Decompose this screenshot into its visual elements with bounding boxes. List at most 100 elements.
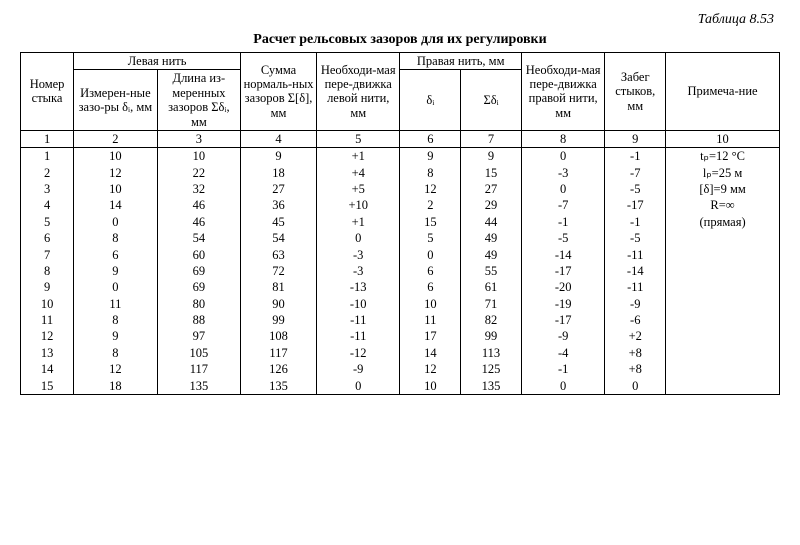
- data-cell: 11: [74, 296, 157, 312]
- data-cell: 135: [461, 378, 522, 395]
- data-cell: 44: [461, 214, 522, 230]
- data-cell: 99: [241, 312, 317, 328]
- data-cell: 46: [157, 197, 240, 213]
- data-cell: 69: [157, 263, 240, 279]
- table-row: 906981-13661-20-11: [21, 279, 780, 295]
- data-cell: -19: [521, 296, 604, 312]
- data-cell: -13: [316, 279, 399, 295]
- data-cell: -7: [521, 197, 604, 213]
- data-cell: 4: [21, 197, 74, 213]
- data-cell: 36: [241, 197, 317, 213]
- data-cell: 9: [461, 148, 522, 165]
- data-cell: 10: [21, 296, 74, 312]
- data-cell: 60: [157, 247, 240, 263]
- data-cell: 27: [461, 181, 522, 197]
- data-cell: -12: [316, 345, 399, 361]
- data-cell: 8: [400, 165, 461, 181]
- data-cell: 97: [157, 328, 240, 344]
- col-number: 1: [21, 130, 74, 147]
- table-row: 151813513501013500: [21, 378, 780, 395]
- data-cell: 125: [461, 361, 522, 377]
- data-cell: 8: [21, 263, 74, 279]
- table-row: 4144636+10229-7-17R=∞: [21, 197, 780, 213]
- data-cell: -9: [316, 361, 399, 377]
- data-cell: 11: [21, 312, 74, 328]
- data-cell: 5: [400, 230, 461, 246]
- data-cell: 9: [21, 279, 74, 295]
- table-number: Таблица 8.53: [20, 12, 774, 28]
- data-cell: 14: [21, 361, 74, 377]
- data-cell: 81: [241, 279, 317, 295]
- data-cell: -5: [605, 230, 666, 246]
- data-cell: 12: [400, 181, 461, 197]
- data-cell: 18: [241, 165, 317, 181]
- note-cell: [666, 312, 780, 328]
- note-cell: [666, 361, 780, 377]
- data-cell: 0: [400, 247, 461, 263]
- data-cell: +1: [316, 148, 399, 165]
- note-cell: [666, 345, 780, 361]
- data-cell: 90: [241, 296, 317, 312]
- data-cell: -11: [605, 279, 666, 295]
- note-cell: [666, 279, 780, 295]
- table-body: 12345678910110109+1990-1tₚ=12 °С2122218+…: [21, 130, 780, 394]
- data-cell: 17: [400, 328, 461, 344]
- data-cell: 8: [74, 312, 157, 328]
- data-cell: 12: [21, 328, 74, 344]
- data-cell: -9: [605, 296, 666, 312]
- data-cell: -4: [521, 345, 604, 361]
- hdr-right-delta: δᵢ: [400, 70, 461, 131]
- col-number: 3: [157, 130, 240, 147]
- data-cell: +8: [605, 361, 666, 377]
- data-cell: -1: [521, 361, 604, 377]
- data-cell: 63: [241, 247, 317, 263]
- data-cell: 0: [521, 181, 604, 197]
- data-cell: 135: [241, 378, 317, 395]
- data-cell: -14: [605, 263, 666, 279]
- data-cell: 135: [157, 378, 240, 395]
- hdr-note: Примеча-ние: [666, 53, 780, 131]
- data-cell: -14: [521, 247, 604, 263]
- data-cell: 45: [241, 214, 317, 230]
- data-cell: 117: [241, 345, 317, 361]
- data-cell: -1: [521, 214, 604, 230]
- data-cell: -17: [521, 263, 604, 279]
- table-row: 3103227+512270-5[δ]=9 мм: [21, 181, 780, 197]
- data-cell: 10: [74, 148, 157, 165]
- data-cell: -20: [521, 279, 604, 295]
- data-cell: 1: [21, 148, 74, 165]
- table-row: 138105117-1214113-4+8: [21, 345, 780, 361]
- hdr-right-group: Правая нить, мм: [400, 53, 521, 70]
- data-cell: 72: [241, 263, 317, 279]
- data-cell: +8: [605, 345, 666, 361]
- data-cell: 3: [21, 181, 74, 197]
- data-cell: 12: [400, 361, 461, 377]
- data-cell: 10: [157, 148, 240, 165]
- hdr-left-length: Длина из-меренных зазоров Σδᵢ, мм: [157, 70, 240, 131]
- data-cell: 69: [157, 279, 240, 295]
- note-cell: R=∞: [666, 197, 780, 213]
- data-cell: 7: [21, 247, 74, 263]
- data-cell: -1: [605, 148, 666, 165]
- col-number: 7: [461, 130, 522, 147]
- data-cell: 6: [74, 247, 157, 263]
- table-title: Расчет рельсовых зазоров для их регулиро…: [20, 32, 780, 48]
- data-cell: 54: [241, 230, 317, 246]
- data-cell: 13: [21, 345, 74, 361]
- hdr-sum-normal: Сумма нормаль-ных зазоров Σ[δ], мм: [241, 53, 317, 131]
- data-cell: 18: [74, 378, 157, 395]
- hdr-run: Забег стыков, мм: [605, 53, 666, 131]
- data-cell: 9: [400, 148, 461, 165]
- note-cell: lₚ=25 м: [666, 165, 780, 181]
- data-cell: -3: [521, 165, 604, 181]
- col-number: 10: [666, 130, 780, 147]
- data-cell: -7: [605, 165, 666, 181]
- data-cell: 22: [157, 165, 240, 181]
- data-cell: 113: [461, 345, 522, 361]
- table-row: 10118090-101071-19-9: [21, 296, 780, 312]
- data-cell: -5: [521, 230, 604, 246]
- note-cell: [666, 230, 780, 246]
- table-row: 766063-3049-14-11: [21, 247, 780, 263]
- data-cell: +10: [316, 197, 399, 213]
- data-cell: +4: [316, 165, 399, 181]
